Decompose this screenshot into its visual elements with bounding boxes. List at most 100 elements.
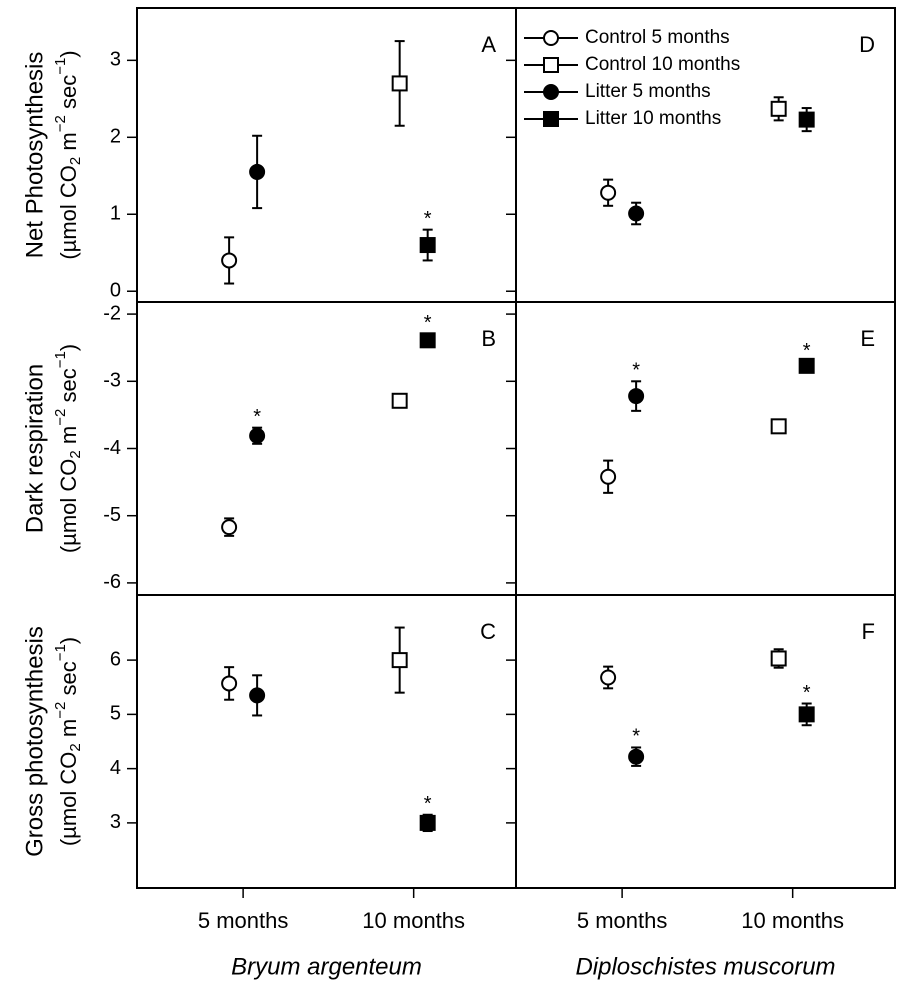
- data-point: [391, 392, 408, 409]
- legend-label: Litter 10 months: [585, 108, 721, 129]
- unit-part: ): [56, 50, 81, 57]
- significance-mark: *: [424, 208, 432, 230]
- data-point: [628, 388, 645, 405]
- unit-part: sec: [56, 75, 81, 115]
- y-tick-label: 4: [110, 757, 121, 779]
- data-point: [798, 111, 815, 128]
- unit-part: −1: [52, 351, 69, 368]
- panel-label: E: [860, 326, 875, 351]
- unit-part: −2: [52, 702, 69, 719]
- unit-part: ): [56, 637, 81, 644]
- unit-part: −1: [52, 58, 69, 75]
- data-point: [249, 427, 266, 444]
- significance-mark: *: [632, 726, 640, 748]
- x-axis-label: Bryum argenteum: [231, 953, 422, 980]
- data-point: [221, 675, 238, 692]
- panel-frame: [136, 7, 517, 303]
- data-point: [600, 669, 617, 686]
- unit-part: −2: [52, 115, 69, 132]
- legend-marker: [543, 111, 559, 127]
- y-tick-label: -6: [103, 571, 121, 593]
- x-tick-label: 5 months: [577, 908, 668, 933]
- unit-part: m: [56, 132, 81, 156]
- y-tick-label: 0: [110, 280, 121, 302]
- data-point: [798, 357, 815, 374]
- unit-part: (µmol CO: [56, 165, 81, 260]
- panel-frame: [136, 594, 517, 889]
- data-point: [600, 468, 617, 485]
- unit-part: (µmol CO: [56, 752, 81, 847]
- y-tick-label: -5: [103, 504, 121, 526]
- legend-marker: [543, 30, 559, 46]
- y-tick-label: 2: [110, 126, 121, 148]
- panel-label: F: [862, 619, 875, 644]
- y-axis-unit: (µmol CO2 m−2 sec−1): [52, 50, 84, 259]
- legend-marker: [543, 84, 559, 100]
- unit-part: m: [56, 719, 81, 743]
- panel-frame: [136, 301, 517, 596]
- significance-mark: *: [803, 682, 811, 704]
- panel-label: B: [481, 326, 496, 351]
- x-tick-label: 10 months: [741, 908, 844, 933]
- panel-label: C: [480, 619, 496, 644]
- y-tick-label: -4: [103, 437, 121, 459]
- significance-mark: *: [632, 360, 640, 382]
- x-axis-label: Diploschistes muscorum: [575, 953, 835, 980]
- legend-label: Control 5 months: [585, 27, 730, 48]
- panel-label: A: [481, 32, 496, 57]
- data-point: [249, 163, 266, 180]
- y-axis-unit: (µmol CO2 m−2 sec−1): [52, 344, 84, 553]
- significance-mark: *: [424, 312, 432, 334]
- legend-marker: [543, 57, 559, 73]
- data-point: [419, 814, 436, 831]
- data-point: [600, 184, 617, 201]
- panel-label: D: [859, 32, 875, 57]
- unit-part: −2: [52, 409, 69, 426]
- significance-mark: *: [803, 340, 811, 362]
- y-tick-label: 3: [110, 49, 121, 71]
- x-tick-label: 10 months: [362, 908, 465, 933]
- y-axis-unit: (µmol CO2 m−2 sec−1): [52, 637, 84, 846]
- data-point: [391, 652, 408, 669]
- y-axis-label: Gross photosynthesis: [21, 626, 48, 857]
- data-point: [770, 650, 787, 667]
- significance-mark: *: [424, 793, 432, 815]
- significance-mark: *: [253, 406, 261, 428]
- panel-frame: [515, 7, 896, 303]
- y-tick-label: -3: [103, 370, 121, 392]
- y-tick-label: 3: [110, 811, 121, 833]
- y-tick-label: -2: [103, 302, 121, 324]
- y-axis-label: Dark respiration: [21, 364, 48, 533]
- data-point: [798, 706, 815, 723]
- data-point: [391, 75, 408, 92]
- y-tick-label: 6: [110, 648, 121, 670]
- data-point: [770, 418, 787, 435]
- unit-part: −1: [52, 644, 69, 661]
- y-tick-label: 1: [110, 203, 121, 225]
- data-point: [628, 748, 645, 765]
- unit-part: 2: [67, 743, 84, 751]
- data-point: [419, 237, 436, 254]
- panel-frame: [515, 594, 896, 889]
- panel-frame: [515, 301, 896, 596]
- y-axis-label: Net Photosynthesis: [21, 52, 48, 259]
- data-point: [419, 332, 436, 349]
- y-tick-label: 5: [110, 703, 121, 725]
- data-point: [770, 100, 787, 117]
- legend-label: Control 10 months: [585, 54, 740, 75]
- unit-part: sec: [56, 368, 81, 408]
- unit-part: sec: [56, 661, 81, 701]
- legend-label: Litter 5 months: [585, 81, 711, 102]
- unit-part: m: [56, 426, 81, 450]
- data-point: [221, 252, 238, 269]
- x-tick-label: 5 months: [198, 908, 289, 933]
- unit-part: 2: [67, 450, 84, 458]
- data-point: [249, 687, 266, 704]
- data-point: [628, 205, 645, 222]
- unit-part: 2: [67, 157, 84, 165]
- unit-part: (µmol CO: [56, 459, 81, 554]
- data-point: [221, 519, 238, 536]
- unit-part: ): [56, 344, 81, 351]
